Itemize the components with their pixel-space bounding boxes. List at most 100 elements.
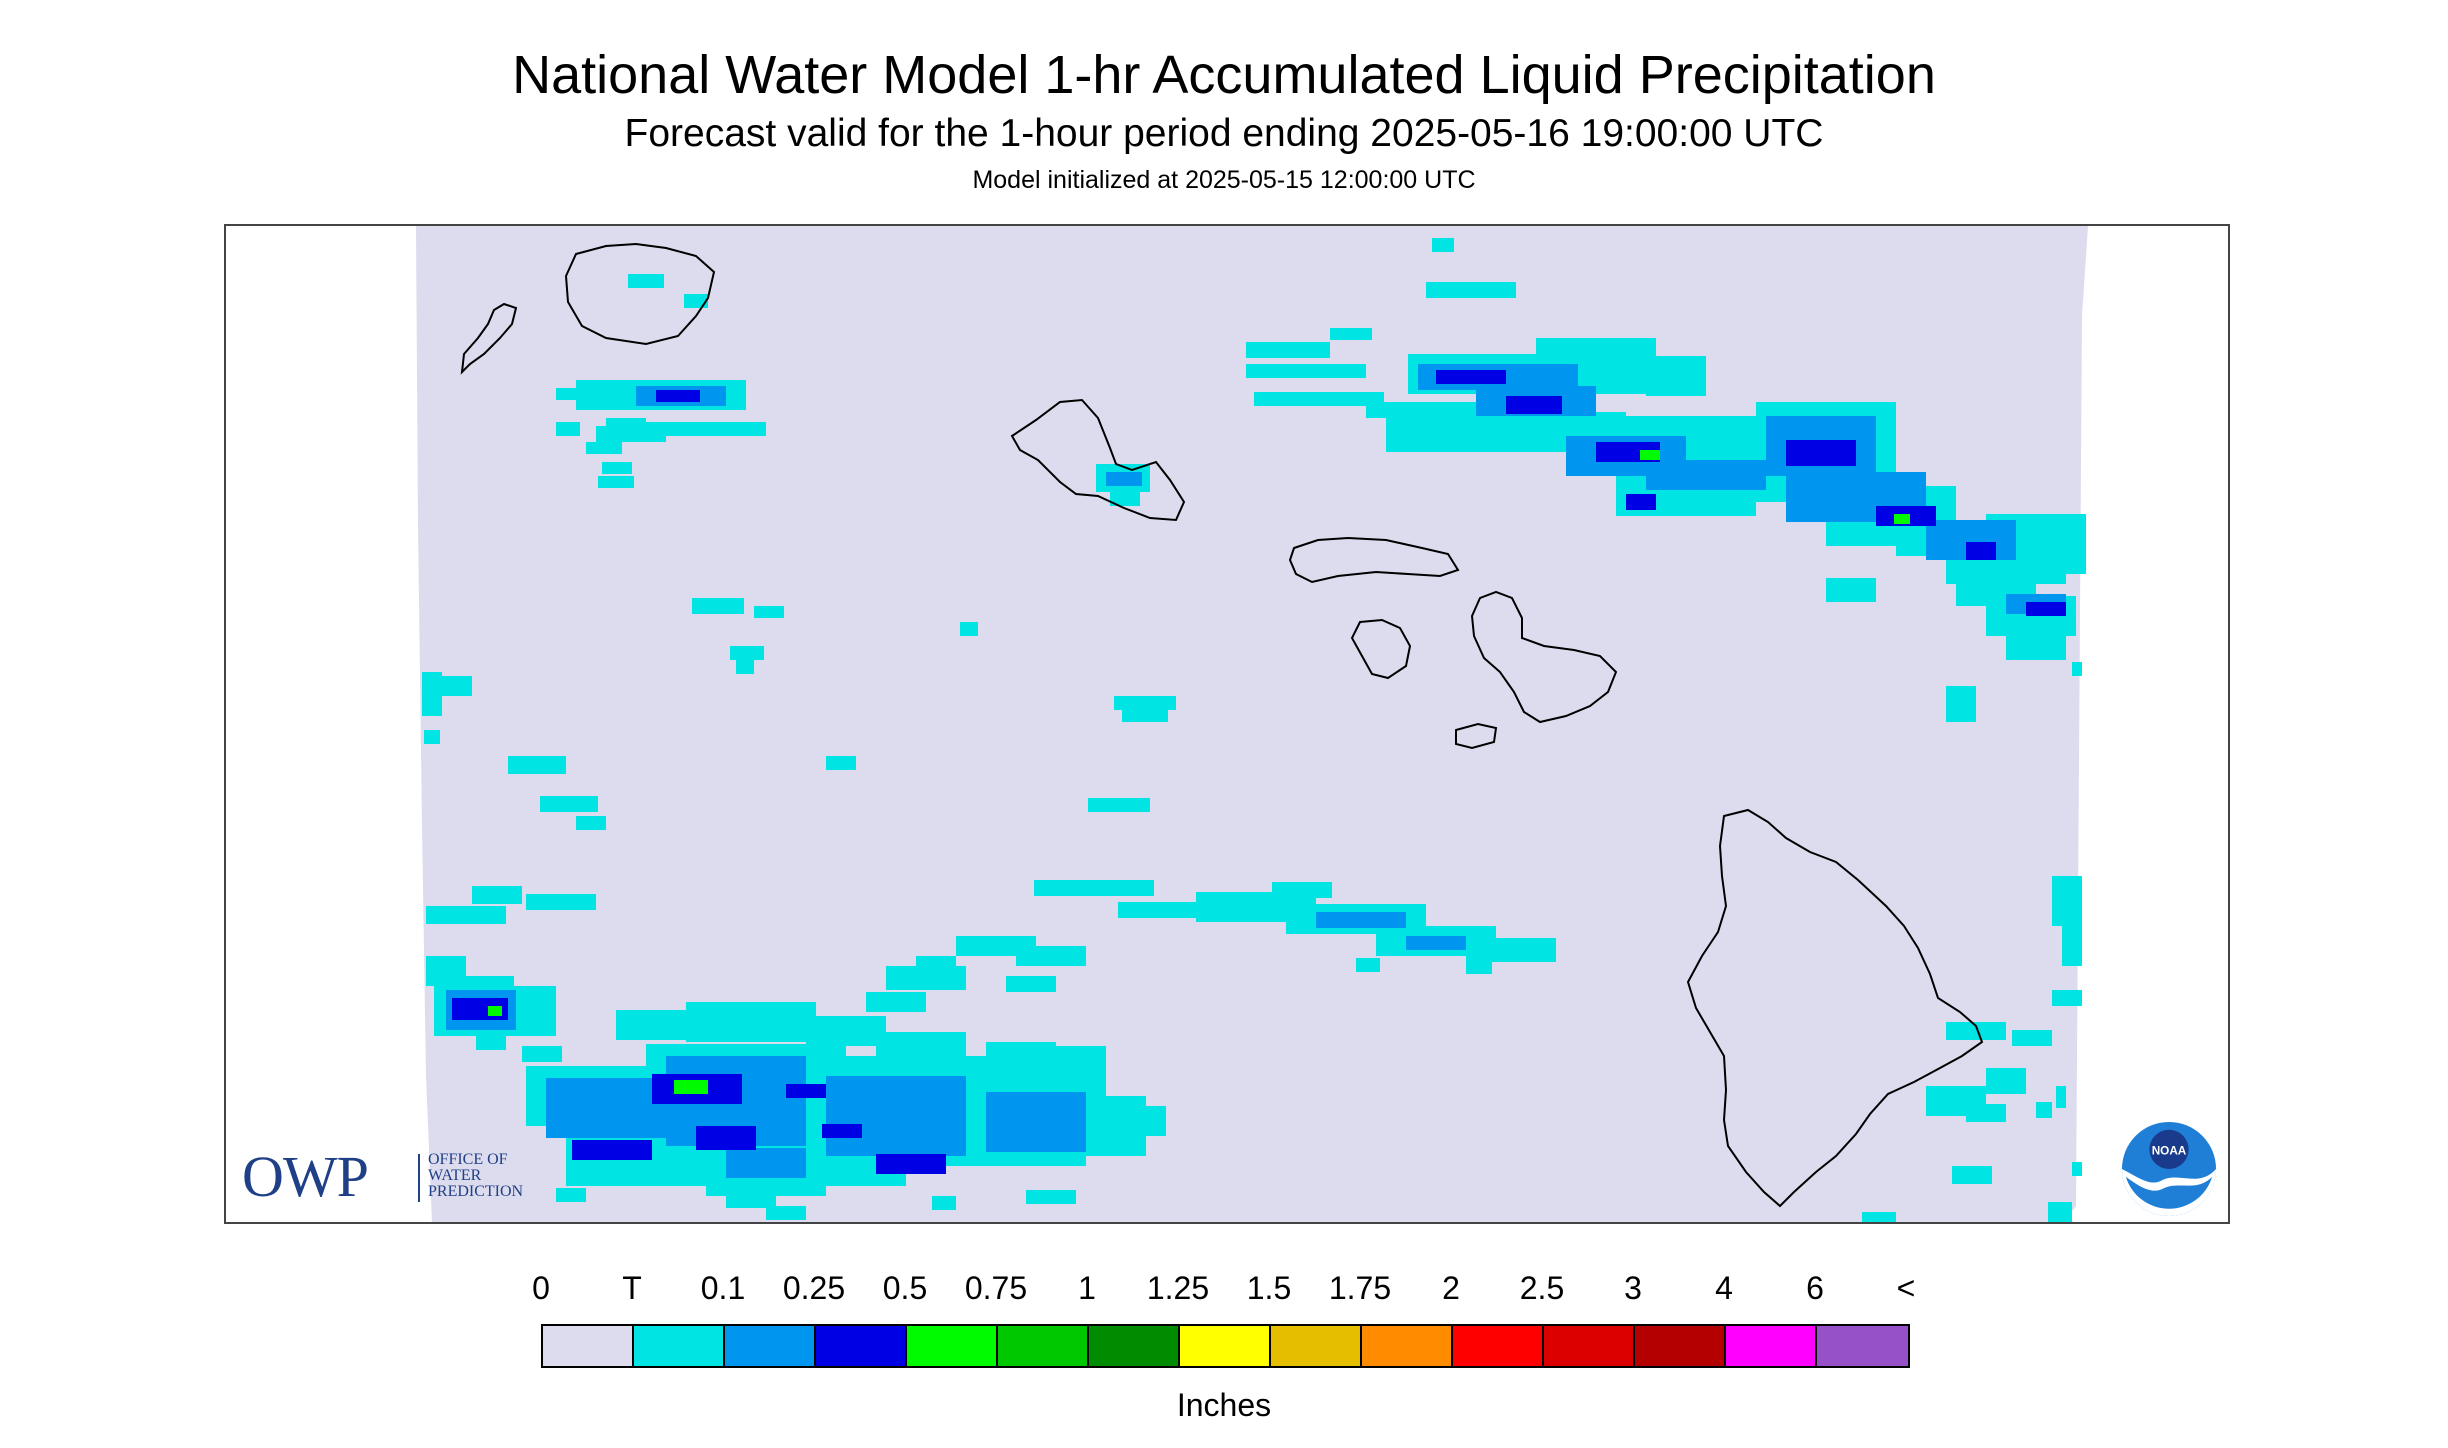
legend-swatch — [816, 1326, 907, 1366]
precip-cell — [986, 1092, 1086, 1152]
owp-letters: OWP — [242, 1144, 369, 1209]
legend-tick-label: 4 — [1715, 1270, 1733, 1306]
precip-cell — [736, 660, 754, 674]
precip-cell — [1646, 460, 1766, 490]
precip-cell — [1356, 958, 1380, 972]
precip-cell — [822, 1124, 862, 1138]
island-hawaii — [1686, 808, 1984, 1208]
owp-line-2: WATER — [428, 1167, 482, 1184]
legend-swatch — [1089, 1326, 1180, 1366]
precip-cell — [1106, 1106, 1166, 1136]
precip-cell — [1026, 1190, 1076, 1204]
precip-cell — [1894, 514, 1910, 524]
coastlines — [460, 242, 1984, 1208]
noaa-text: NOAA — [2152, 1144, 2187, 1157]
legend-labels: 0 T 0.1 0.25 0.5 0.75 1 1.25 1.5 1.75 2 2.5 3 4 6 < — [0, 1270, 2448, 1310]
precip-cell — [1426, 282, 1516, 298]
precip-cell — [1316, 912, 1406, 928]
precip-cell — [1466, 938, 1556, 962]
owp-logo: OWP OFFICE OF WATER PREDICTION — [242, 1148, 542, 1208]
legend-tick-label: 1.5 — [1246, 1270, 1292, 1306]
precip-cell — [674, 1080, 708, 1094]
precip-cell — [508, 756, 566, 774]
legend-tick-label: 1.25 — [1146, 1270, 1210, 1306]
legend-swatch — [907, 1326, 998, 1366]
precip-cell — [2048, 1202, 2072, 1222]
legend-tick-label: 2 — [1442, 1270, 1460, 1306]
precip-cell — [2052, 990, 2082, 1006]
legend-swatch — [1726, 1326, 1817, 1366]
precip-cell — [1330, 328, 1372, 340]
precip-cell — [572, 1140, 652, 1160]
precip-cell — [726, 1148, 806, 1178]
legend-tick-label: 6 — [1806, 1270, 1824, 1306]
precip-cell — [424, 730, 440, 744]
precip-cell — [826, 756, 856, 770]
precip-cell — [786, 1084, 826, 1098]
precip-cell — [2072, 662, 2082, 676]
precip-max — [488, 450, 1910, 1094]
legend-tick-label: 0 — [532, 1270, 550, 1306]
precip-cell — [886, 966, 966, 990]
legend-swatch — [1271, 1326, 1362, 1366]
precip-cell — [1946, 686, 1976, 722]
precip-cell — [876, 1154, 946, 1174]
precip-cell — [2062, 926, 2082, 966]
precip-cell — [576, 816, 606, 830]
legend-units: Inches — [1176, 1387, 1272, 1423]
precip-cell — [488, 1006, 502, 1016]
precip-cell — [556, 422, 580, 436]
precip-cell — [2012, 1030, 2052, 1046]
precip-cell — [1626, 494, 1656, 510]
legend-swatch — [725, 1326, 816, 1366]
precip-cell — [556, 388, 586, 400]
precip-cell — [1034, 880, 1154, 896]
precip-cell — [1118, 902, 1198, 918]
precip-cell — [1966, 542, 1996, 560]
legend-swatch — [634, 1326, 725, 1366]
precip-cell — [422, 672, 442, 716]
precip-cell — [1952, 1166, 1992, 1184]
precip-cell — [692, 598, 744, 614]
island-oahu — [1010, 398, 1186, 522]
precip-cell — [1110, 492, 1140, 506]
legend-tick-label: 0.75 — [964, 1270, 1028, 1306]
island-maui — [1470, 590, 1618, 724]
precip-cell — [686, 1002, 816, 1042]
island-lanai — [1350, 618, 1412, 680]
legend-tick-label: 0.25 — [782, 1270, 846, 1306]
precip-cell — [754, 606, 784, 618]
precip-cell — [1406, 936, 1466, 950]
precip-cell — [586, 442, 622, 454]
precip-cell — [866, 992, 926, 1012]
legend-swatch — [1817, 1326, 1908, 1366]
island-kauai — [564, 242, 716, 346]
legend-tick-label: < — [1896, 1270, 1916, 1306]
precip-cell — [986, 1042, 1056, 1082]
map-title: National Water Model 1-hr Accumulated Li… — [512, 45, 1936, 105]
precip-cell — [606, 418, 646, 428]
precip-cell — [2056, 1086, 2066, 1108]
precip-cell — [426, 906, 506, 924]
precip-cell — [726, 1194, 776, 1208]
precip-cell — [1246, 364, 1366, 378]
legend-swatch — [543, 1326, 634, 1366]
precip-cell — [646, 422, 766, 436]
legend-swatch — [998, 1326, 1089, 1366]
island-niihau — [460, 302, 518, 375]
precip-cell — [1436, 370, 1506, 384]
precip-cell — [1432, 238, 1454, 252]
precip-cell — [598, 476, 634, 488]
precip-cell — [1006, 976, 1056, 992]
precip-cell — [766, 1206, 806, 1220]
precip-cell — [2006, 636, 2066, 660]
legend-swatch — [1635, 1326, 1726, 1366]
precip-cell — [1088, 798, 1150, 812]
legend-colorbar — [541, 1324, 1910, 1368]
map-canvas — [416, 226, 2088, 1222]
precip-cell — [1640, 450, 1660, 460]
precip-cell — [602, 462, 632, 474]
precip-cell — [438, 676, 472, 696]
precip-cell — [476, 1030, 506, 1050]
precip-cell — [556, 1188, 586, 1202]
